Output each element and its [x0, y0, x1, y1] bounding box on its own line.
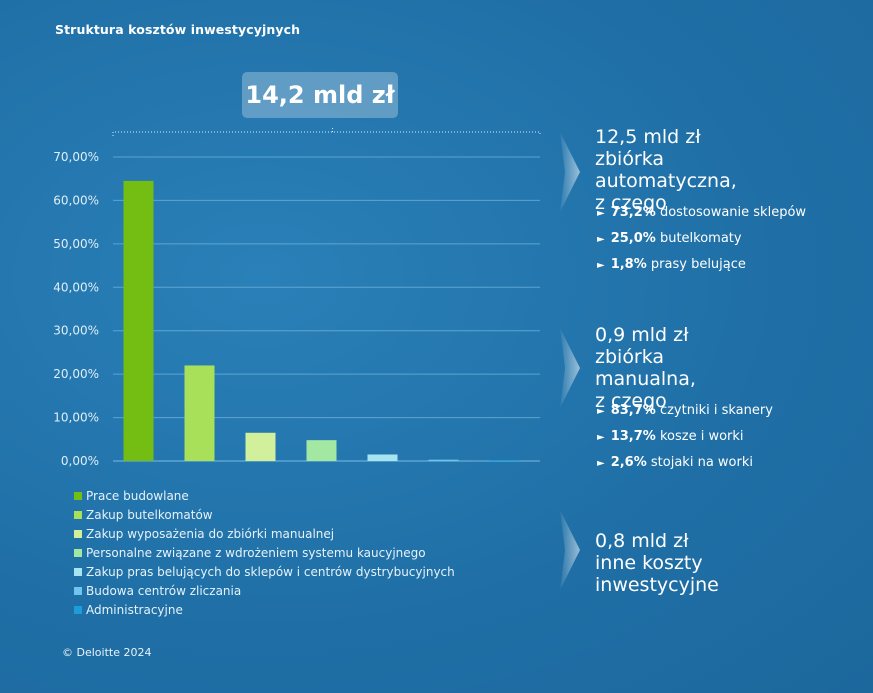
item-value: 83,7% [610, 403, 656, 418]
heading-line: z czego [595, 390, 667, 412]
legend-swatch [74, 605, 82, 614]
list-item: ► 1,8% prasy belujące [597, 252, 806, 278]
list-item: ► 83,7% czytniki i skanery [597, 398, 773, 424]
y-tick-label: 40,00% [53, 280, 99, 294]
legend-swatch [74, 529, 82, 538]
item-value: 1,8% [610, 257, 647, 272]
heading-line: zbiórka automatyczna, [595, 148, 737, 192]
bar [245, 432, 276, 461]
list-item: ► 25,0% butelkomaty [597, 226, 806, 252]
legend-item: Administracyjne [74, 600, 455, 619]
heading-line: manualna, [595, 368, 696, 390]
item-label: czytniki i skanery [659, 403, 773, 418]
triangle-right-icon: ► [597, 208, 605, 219]
list-item: ► 2,6% stojaki na worki [597, 450, 773, 476]
chart-title: Struktura kosztów inwestycyjnych [55, 22, 301, 37]
bar [184, 365, 215, 461]
y-tick-label: 10,00% [53, 411, 99, 425]
item-label: stojaki na worki [650, 455, 753, 470]
y-tick-label: 30,00% [53, 324, 99, 338]
legend-label: Zakup butelkomatów [86, 507, 213, 522]
bar [306, 440, 337, 461]
heading-line: z czego [595, 192, 667, 214]
legend-item: Zakup pras belujących do sklepów i centr… [74, 562, 455, 581]
chart-legend: Prace budowlane Zakup butelkomatów Zakup w… [74, 486, 455, 619]
legend-item: Personalne związane z wdrożeniem systemu… [74, 543, 455, 562]
legend-label: Budowa centrów zliczania [86, 583, 242, 598]
breakdown-list: ► 73,2% dostosowanie sklepów ► 25,0% butel… [597, 200, 806, 278]
heading-line: 12,5 mld zł [595, 126, 701, 148]
legend-swatch [74, 548, 82, 557]
legend-item: Prace budowlane [74, 486, 455, 505]
legend-swatch [74, 510, 82, 519]
triangle-right-icon: ► [597, 260, 605, 271]
y-tick-label: 70,00% [53, 150, 99, 164]
list-item: ► 13,7% kosze i worki [597, 424, 773, 450]
copyright: © Deloitte 2024 [62, 646, 152, 659]
breakdown-heading: 0,9 mld zł zbiórka manualna, z czego [595, 324, 696, 412]
legend-swatch [74, 586, 82, 595]
list-item: ► 73,2% dostosowanie sklepów [597, 200, 806, 226]
item-label: kosze i worki [659, 429, 744, 444]
item-value: 13,7% [610, 429, 656, 444]
item-value: 2,6% [610, 455, 647, 470]
total-cost-badge: 14,2 mld zł [242, 72, 398, 118]
item-value: 73,2% [610, 205, 656, 220]
legend-item: Budowa centrów zliczania [74, 581, 455, 600]
bar [489, 460, 520, 461]
y-tick-label: 20,00% [53, 367, 99, 381]
bar-chart: 0,00% 10,00% 20,00% 30,00% 40,00% 50,00% 60,00… [53, 126, 541, 468]
y-tick-label: 60,00% [53, 193, 99, 207]
total-bracket [112, 126, 541, 136]
legend-item: Zakup butelkomatów [74, 505, 455, 524]
heading-line: inwestycyjne [595, 574, 719, 596]
bar [428, 459, 459, 461]
legend-item: Zakup wyposażenia do zbiórki manualnej [74, 524, 455, 543]
item-label: butelkomaty [659, 231, 742, 246]
breakdown-heading: 12,5 mld zł zbiórka automatyczna, z czeg… [595, 126, 737, 214]
legend-label: Personalne związane z wdrożeniem systemu… [86, 545, 426, 560]
chevron-right-icon [560, 328, 580, 408]
triangle-right-icon: ► [597, 432, 605, 443]
y-tick-label: 50,00% [53, 237, 99, 251]
heading-line: 0,8 mld zł inne koszty [595, 530, 703, 574]
chevron-right-icon [560, 132, 580, 212]
legend-swatch [74, 491, 82, 500]
breakdown-heading: 0,8 mld zł inne koszty inwestycyjne [595, 530, 719, 596]
legend-swatch [74, 567, 82, 576]
bar [367, 454, 398, 461]
legend-label: Zakup pras belujących do sklepów i centr… [86, 564, 455, 579]
triangle-right-icon: ► [597, 406, 605, 417]
item-value: 25,0% [610, 231, 656, 246]
legend-label: Prace budowlane [86, 488, 189, 503]
heading-line: 0,9 mld zł zbiórka [595, 324, 689, 368]
breakdown-list: ► 83,7% czytniki i skanery ► 13,7% kosze i… [597, 398, 773, 476]
item-label: prasy belujące [650, 257, 746, 272]
chevron-right-icon [560, 510, 580, 590]
legend-label: Administracyjne [86, 602, 183, 617]
y-tick-label: 0,00% [61, 454, 99, 468]
triangle-right-icon: ► [597, 458, 605, 469]
item-label: dostosowanie sklepów [659, 205, 807, 220]
legend-label: Zakup wyposażenia do zbiórki manualnej [86, 526, 335, 541]
triangle-right-icon: ► [597, 234, 605, 245]
bar [123, 180, 154, 461]
